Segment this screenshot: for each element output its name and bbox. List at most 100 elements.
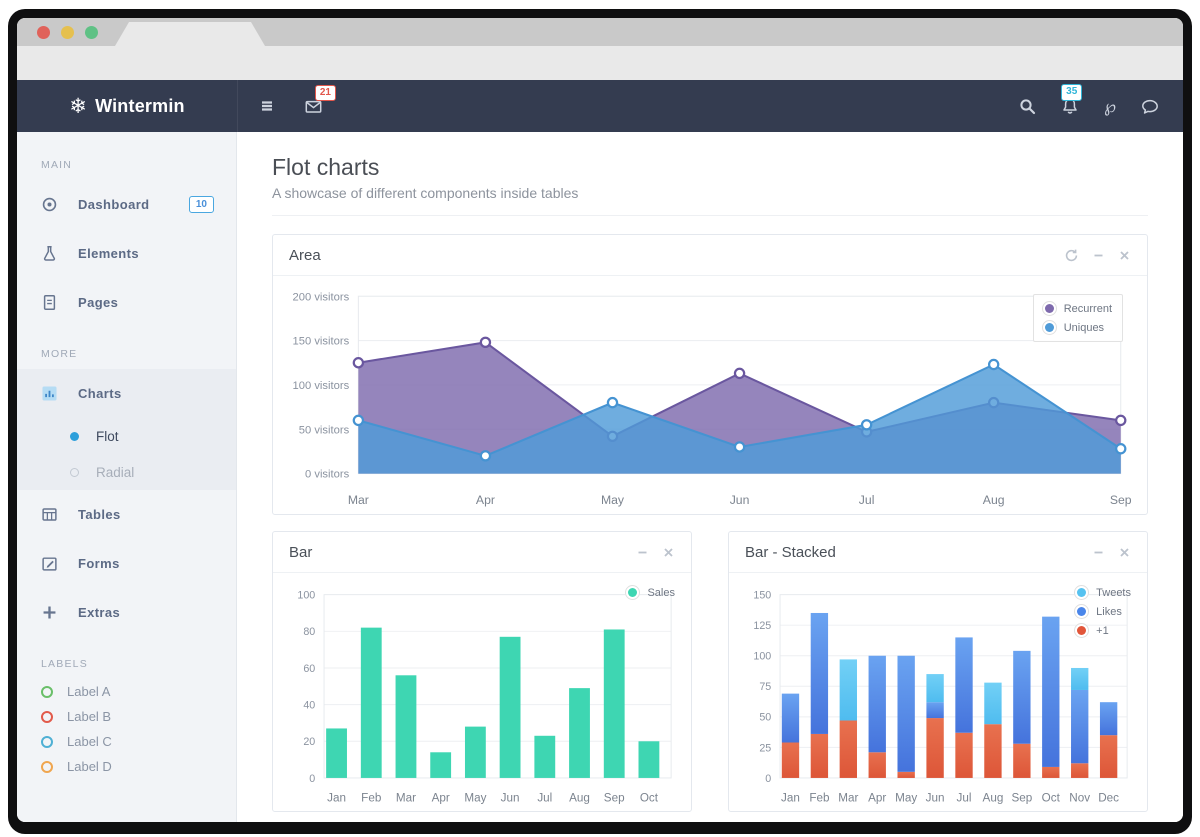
close-icon[interactable] <box>662 546 675 559</box>
sidebar-item-label-a[interactable]: Label A <box>17 679 236 704</box>
target-icon <box>41 196 58 213</box>
legend-color-icon <box>1074 623 1090 639</box>
svg-text:125: 125 <box>753 620 771 632</box>
panel-bar-stacked: Bar - Stacked 0 25 50 75 100 125 150 Jan Feb Mar A… <box>728 531 1148 813</box>
svg-text:Apr: Apr <box>868 792 886 805</box>
svg-text:Aug: Aug <box>983 792 1004 805</box>
sidebar-item-badge: 10 <box>188 196 214 213</box>
sidebar-item-extras[interactable]: Extras <box>17 588 236 637</box>
svg-text:20: 20 <box>303 736 315 748</box>
sidebar-item-charts[interactable]: Charts <box>17 369 236 418</box>
minimize-icon[interactable] <box>636 546 649 559</box>
legend-entry: Tweets <box>1074 585 1131 601</box>
active-bullet-icon <box>70 431 79 441</box>
sidebar-item-label-d[interactable]: Label D <box>17 754 236 779</box>
refresh-icon[interactable] <box>1064 248 1079 263</box>
divider <box>272 215 1148 216</box>
sidebar-item-label: Charts <box>78 386 122 401</box>
messages-badge: 21 <box>314 84 336 101</box>
svg-text:0: 0 <box>309 773 315 785</box>
notifications-badge: 35 <box>1061 84 1083 101</box>
pencil-icon <box>41 555 58 572</box>
svg-text:Feb: Feb <box>809 792 830 805</box>
window-minimize-button[interactable] <box>61 26 74 39</box>
svg-text:100 visitors: 100 visitors <box>293 380 350 392</box>
sidebar: MAIN Dashboard 10 Elements Pages MORE Charts Fl… <box>17 132 237 822</box>
sidebar-item-pages[interactable]: Pages <box>17 278 236 327</box>
svg-text:Jan: Jan <box>327 792 346 805</box>
svg-text:Oct: Oct <box>1042 792 1061 805</box>
legend-label: +1 <box>1096 624 1109 637</box>
messages-button[interactable]: 21 <box>304 84 336 115</box>
page-title: Flot charts <box>272 154 380 180</box>
sidebar-item-label-b[interactable]: Label B <box>17 704 236 729</box>
notifications-button[interactable]: 35 <box>1061 84 1083 115</box>
legend-color-icon <box>1041 320 1057 335</box>
sidebar-item-label: Forms <box>78 556 120 571</box>
svg-text:Sep: Sep <box>1011 792 1032 805</box>
minimize-icon[interactable] <box>1092 249 1105 262</box>
window-close-button[interactable] <box>37 26 50 39</box>
sidebar-toggle-button[interactable] <box>258 97 276 115</box>
sidebar-item-label: Label B <box>67 709 112 724</box>
bar-chart-icon <box>41 385 58 402</box>
svg-text:Aug: Aug <box>569 792 590 805</box>
svg-text:Jun: Jun <box>501 792 520 805</box>
svg-text:0: 0 <box>765 773 771 785</box>
svg-text:75: 75 <box>759 681 771 693</box>
svg-text:50 visitors: 50 visitors <box>299 424 350 436</box>
svg-text:Jul: Jul <box>957 792 972 805</box>
sidebar-section-label: LABELS <box>41 658 88 670</box>
legend-color-icon <box>1041 301 1057 316</box>
sidebar-item-dashboard[interactable]: Dashboard 10 <box>17 180 236 229</box>
svg-text:May: May <box>464 792 486 805</box>
brand-name: Wintermin <box>95 95 185 116</box>
sidebar-item-label: Tables <box>78 507 121 522</box>
close-icon[interactable] <box>1118 249 1131 262</box>
brand[interactable]: ❄ Wintermin <box>17 80 238 132</box>
svg-text:Sep: Sep <box>1110 493 1132 507</box>
stacked-bar-chart: 0 25 50 75 100 125 150 Jan Feb Mar Apr May Jun Jul Aug… <box>753 590 1128 805</box>
sidebar-item-elements[interactable]: Elements <box>17 229 236 278</box>
legend-label: Sales <box>647 586 675 599</box>
pin-button[interactable]: ℘ <box>1104 98 1116 115</box>
legend-label: Likes <box>1096 605 1122 618</box>
ring-icon <box>41 685 53 698</box>
legend-label: Uniques <box>1063 321 1105 334</box>
chart-legend: Recurrent Uniques <box>1032 294 1123 342</box>
snowflake-icon: ❄ <box>69 94 88 118</box>
app-navbar: ❄ Wintermin 21 35 <box>17 80 1183 132</box>
svg-text:May: May <box>895 792 917 805</box>
chat-button[interactable] <box>1141 98 1159 115</box>
sidebar-item-tables[interactable]: Tables <box>17 490 236 539</box>
legend-color-icon <box>1074 604 1090 620</box>
browser-tab[interactable] <box>115 22 265 46</box>
chart-legend: Sales <box>625 585 675 601</box>
search-button[interactable] <box>1019 98 1036 115</box>
svg-text:60: 60 <box>303 663 315 675</box>
svg-text:Nov: Nov <box>1069 792 1090 805</box>
svg-text:Feb: Feb <box>361 792 382 805</box>
panel-title: Bar - Stacked <box>745 543 836 561</box>
sidebar-item-forms[interactable]: Forms <box>17 539 236 588</box>
legend-label: Recurrent <box>1063 302 1112 315</box>
sidebar-subitem-flot[interactable]: Flot <box>17 418 236 454</box>
legend-color-icon <box>625 585 641 601</box>
minimize-icon[interactable] <box>1092 546 1105 559</box>
close-icon[interactable] <box>1118 546 1131 559</box>
sidebar-subitem-radial[interactable]: Radial <box>17 454 236 490</box>
window-maximize-button[interactable] <box>85 26 98 39</box>
svg-text:Oct: Oct <box>640 792 659 805</box>
sidebar-section-label: MAIN <box>41 159 73 171</box>
svg-text:80: 80 <box>303 626 315 638</box>
svg-text:May: May <box>601 493 625 507</box>
sidebar-item-label: Dashboard <box>78 197 150 212</box>
table-icon <box>41 506 58 523</box>
panel-title: Bar <box>289 543 313 561</box>
sidebar-item-label: Elements <box>78 246 140 261</box>
svg-text:Jul: Jul <box>859 493 875 507</box>
sidebar-subitem-label: Radial <box>96 464 135 480</box>
sidebar-item-label-c[interactable]: Label C <box>17 729 236 754</box>
sidebar-item-label: Label D <box>67 759 112 774</box>
